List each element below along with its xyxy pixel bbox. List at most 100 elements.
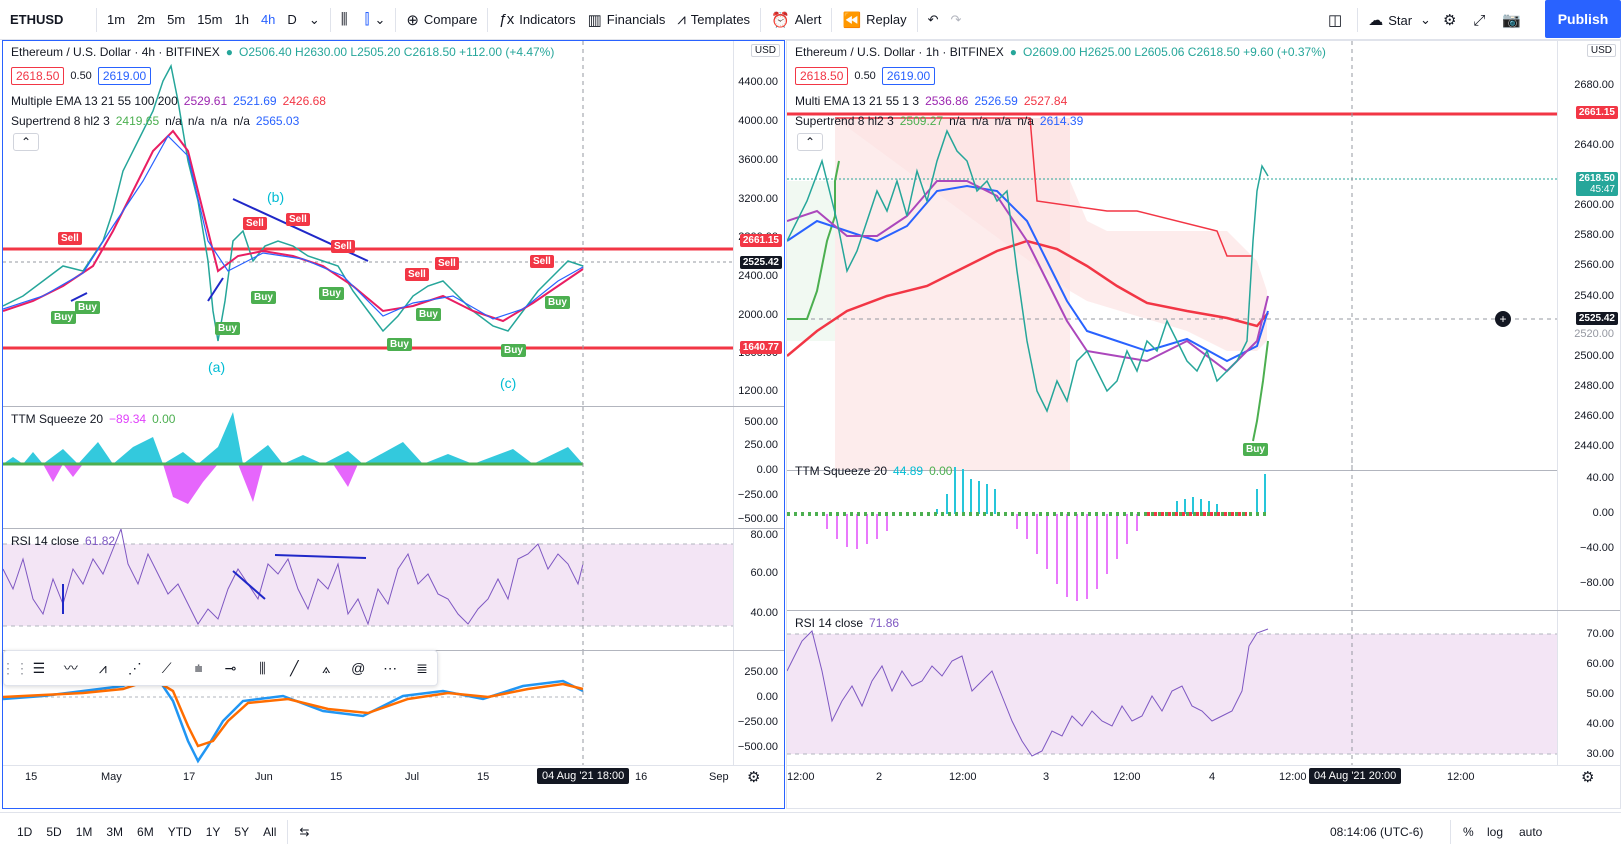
left-rsi-legend[interactable]: RSI 14 close 61.82 <box>11 534 115 548</box>
pattern-tool[interactable]: ⋰ <box>120 654 150 682</box>
range-5y[interactable]: 5Y <box>234 825 250 839</box>
financials-button[interactable]: ▥ Financials <box>582 5 672 35</box>
abc-wave-tool[interactable]: ⩘ <box>88 654 118 682</box>
right-chart-title[interactable]: Ethereum / U.S. Dollar · 1h · BITFINEX <box>795 45 1004 59</box>
drag-handle[interactable]: ⋮⋮ <box>1 659 29 676</box>
alarm-clock-icon: ⏰ <box>771 11 790 29</box>
chart-settings-button[interactable]: ⚙ <box>747 768 760 786</box>
elliott-wave-tool[interactable]: 〰 <box>56 654 86 682</box>
squeeze-positive-bars <box>936 467 1266 514</box>
left-chart[interactable]: Ethereum / U.S. Dollar · 4h · BITFINEX ●… <box>2 40 785 809</box>
log-scale-button[interactable]: log <box>1487 825 1504 839</box>
chart-settings-button[interactable]: ⚙ <box>1581 768 1594 786</box>
range-ytd[interactable]: YTD <box>167 825 192 839</box>
chart-type-button[interactable]: ⫿ ⌄ <box>359 5 392 35</box>
interval-1h[interactable]: 1h <box>234 12 249 27</box>
alert-button[interactable]: ⏰ Alert <box>765 5 827 35</box>
right-squeeze-axis[interactable]: 40.00 0.00 −40.00 −80.00 <box>1557 459 1620 610</box>
squeeze-axis-label: 0.00 <box>756 464 778 476</box>
layout-split-button[interactable]: ◫ <box>1322 5 1353 35</box>
right-rsi-axis[interactable]: 70.00 60.00 50.00 40.00 30.00 <box>1557 611 1620 765</box>
compare-button[interactable]: ⊕ Compare <box>400 5 483 35</box>
interval-15m[interactable]: 15m <box>197 12 223 27</box>
left-time-axis[interactable]: 15 May 17 Jun 15 Jul 15 04 Aug '21 18:00… <box>3 765 784 787</box>
right-ema-legend[interactable]: Multi EMA 13 21 55 1 3 2536.86 2526.59 2… <box>795 94 1067 108</box>
interval-4h[interactable]: 4h <box>260 12 276 27</box>
collapse-legend-button[interactable]: ⌃ <box>13 133 39 151</box>
publish-button[interactable]: Publish <box>1545 0 1621 38</box>
indicators-button[interactable]: ƒx Indicators <box>492 5 581 35</box>
horizontal-ray-tool[interactable]: ⊸ <box>216 654 246 682</box>
trendline-tool[interactable]: ╱ <box>279 654 309 682</box>
right-squeeze-pane[interactable]: TTM Squeeze 20 44.89 0.00 40.00 0.00 −40… <box>787 459 1620 611</box>
right-chart[interactable]: Ethereum / U.S. Dollar · 1h · BITFINEX ●… <box>786 40 1621 809</box>
fullscreen-button[interactable]: ⤢ <box>1467 5 1496 35</box>
range-5d[interactable]: 5D <box>46 825 62 839</box>
clock[interactable]: 08:14:06 (UTC-6) <box>1330 825 1424 839</box>
collapse-legend-button[interactable]: ⌃ <box>797 133 823 151</box>
supertrend-buy-line <box>787 160 840 320</box>
fib-tool[interactable]: ⩧ <box>184 654 214 682</box>
range-1d[interactable]: 1D <box>17 825 33 839</box>
range-1m[interactable]: 1M <box>75 825 93 839</box>
replay-button[interactable]: ⏪ Replay <box>836 5 912 35</box>
more-tools[interactable]: ≣ <box>407 654 437 682</box>
percent-scale-button[interactable]: % <box>1463 825 1474 839</box>
sell-price-button[interactable]: 2618.50 <box>795 67 849 85</box>
bar-style-button[interactable]: ⫼ <box>335 5 359 35</box>
left-ema-legend[interactable]: Multiple EMA 13 21 55 100 200 2529.61 25… <box>11 94 326 108</box>
spiral-tool[interactable]: @ <box>343 654 373 682</box>
currency-button[interactable]: USD <box>750 44 780 57</box>
measure-tool[interactable]: ⋯ <box>375 654 405 682</box>
add-alert-crosshair-button[interactable]: + <box>1495 311 1511 327</box>
right-rsi-pane[interactable]: RSI 14 close 71.86 70.00 60.00 50.00 40.… <box>787 611 1620 765</box>
buy-price-button[interactable]: 2619.00 <box>881 67 936 85</box>
interval-2m[interactable]: 2m <box>137 12 156 27</box>
left-supertrend-legend[interactable]: Supertrend 8 hl2 3 2419.65 n/a n/a n/a n… <box>11 114 299 128</box>
right-price-axis[interactable]: USD 2680.00 2640.00 2600.00 2580.00 2560… <box>1557 41 1620 470</box>
snapshot-button[interactable]: 📷 <box>1496 5 1532 35</box>
layout-name-button[interactable]: ☁ Star ⌄ <box>1362 5 1437 35</box>
right-supertrend-legend[interactable]: Supertrend 8 hl2 3 2509.27 n/a n/a n/a n… <box>795 114 1083 128</box>
templates-button[interactable]: ⩘ Templates <box>671 5 756 35</box>
supertrend-value-5: n/a <box>233 114 250 128</box>
left-rsi-pane[interactable]: RSI 14 close 61.82 80.00 60.00 40.00 <box>3 529 784 651</box>
left-squeeze-axis[interactable]: 500.00 250.00 0.00 −250.00 −500.00 <box>733 407 784 528</box>
range-6m[interactable]: 6M <box>137 825 154 839</box>
redo-button[interactable]: ↷ <box>945 5 968 35</box>
brush-tool[interactable]: ⟋ <box>152 654 182 682</box>
range-3m[interactable]: 3M <box>106 825 124 839</box>
right-squeeze-legend[interactable]: TTM Squeeze 20 44.89 0.00 <box>795 464 952 478</box>
settings-button[interactable]: ⚙ <box>1437 5 1467 35</box>
right-time-axis[interactable]: 12:00 2 12:00 3 12:00 4 12:00 04 Aug '21… <box>787 765 1620 787</box>
buy-signal: Buy <box>215 322 240 335</box>
sell-price-button[interactable]: 2618.50 <box>11 67 65 85</box>
interval-5m[interactable]: 5m <box>167 12 186 27</box>
left-squeeze-pane[interactable]: TTM Squeeze 20 −89.34 0.00 500.00 250.00… <box>3 407 784 529</box>
left-chart-title[interactable]: Ethereum / U.S. Dollar · 4h · BITFINEX <box>11 45 220 59</box>
left-price-pane[interactable]: Ethereum / U.S. Dollar · 4h · BITFINEX ●… <box>3 41 784 407</box>
vertical-lines-tool[interactable]: ⫼ <box>247 654 277 682</box>
left-price-axis[interactable]: USD 4400.00 4000.00 3600.00 3200.00 2800… <box>733 41 784 406</box>
buy-price-button[interactable]: 2619.00 <box>97 67 152 85</box>
left-macd-axis[interactable]: 250.00 0.00 −250.00 −500.00 <box>733 651 784 765</box>
horizontal-lines-tool[interactable]: ☰ <box>24 654 54 682</box>
go-to-date-button[interactable]: ⇆ <box>292 825 316 839</box>
price-axis-label: 4000.00 <box>738 115 778 127</box>
left-rsi-axis[interactable]: 80.00 60.00 40.00 <box>733 529 784 650</box>
currency-button[interactable]: USD <box>1586 44 1616 57</box>
interval-dropdown[interactable]: ⌄ <box>303 5 326 35</box>
right-rsi-legend[interactable]: RSI 14 close 71.86 <box>795 616 899 630</box>
auto-scale-button[interactable]: auto <box>1519 825 1543 839</box>
right-price-pane[interactable]: Ethereum / U.S. Dollar · 1h · BITFINEX ●… <box>787 41 1620 471</box>
trendline-icon: ╱ <box>290 659 299 676</box>
pitchfork-tool[interactable]: ⟑ <box>311 654 341 682</box>
undo-button[interactable]: ↶ <box>922 5 945 35</box>
interval-d[interactable]: D <box>287 12 297 27</box>
interval-1m[interactable]: 1m <box>107 12 126 27</box>
range-all[interactable]: All <box>263 825 277 839</box>
symbol-search[interactable]: ETHUSD <box>10 12 64 27</box>
supertrend-value-4: n/a <box>994 114 1012 128</box>
left-squeeze-legend[interactable]: TTM Squeeze 20 −89.34 0.00 <box>11 412 175 426</box>
range-1y[interactable]: 1Y <box>205 825 221 839</box>
